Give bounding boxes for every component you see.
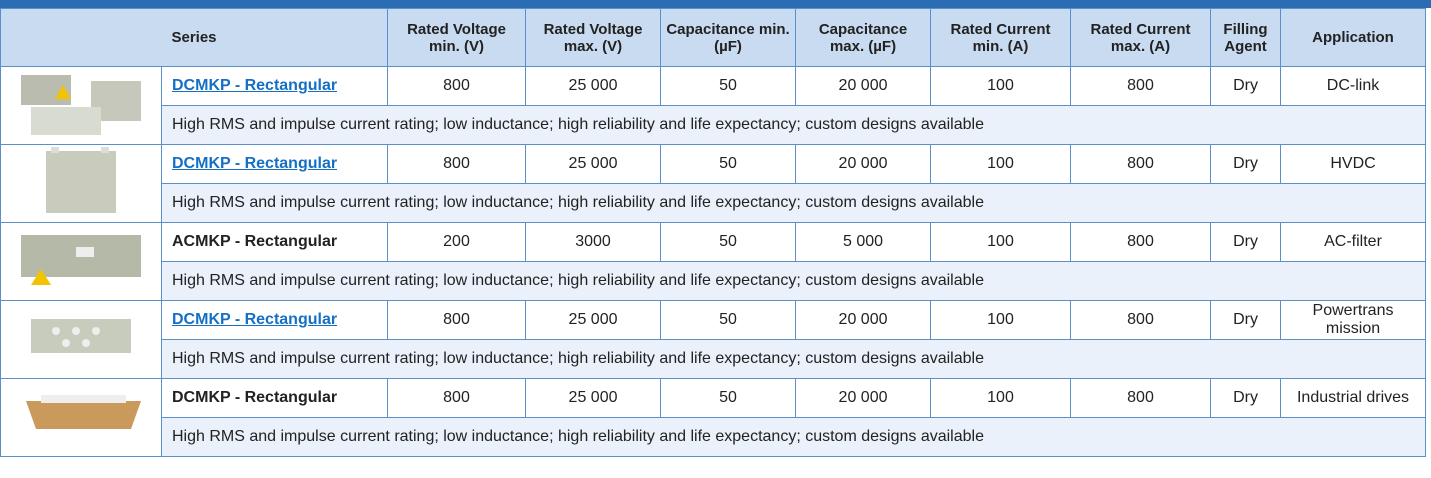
data-cell: 50 <box>661 379 796 418</box>
page: SeriesRated Voltage min. (V)Rated Voltag… <box>0 0 1431 478</box>
data-cell: 20 000 <box>796 379 931 418</box>
column-header: Rated Current min. (A) <box>931 9 1071 67</box>
data-cell: 800 <box>388 67 526 106</box>
data-cell: 25 000 <box>526 379 661 418</box>
data-cell: 100 <box>931 301 1071 340</box>
series-cell: DCMKP - Rectangular <box>162 67 388 106</box>
data-cell: 200 <box>388 223 526 262</box>
data-cell: 800 <box>1071 145 1211 184</box>
data-cell: 5 000 <box>796 223 931 262</box>
top-bar <box>0 0 1431 8</box>
product-image <box>1 145 162 223</box>
data-cell: 800 <box>1071 67 1211 106</box>
data-cell: 800 <box>388 379 526 418</box>
data-cell: Industrial drives <box>1281 379 1426 418</box>
description: High RMS and impulse current rating; low… <box>162 106 1426 145</box>
data-cell: Dry <box>1211 301 1281 340</box>
column-header: Rated Current max. (A) <box>1071 9 1211 67</box>
series-link[interactable]: DCMKP - Rectangular <box>172 155 337 172</box>
data-cell: 50 <box>661 145 796 184</box>
data-cell: 100 <box>931 145 1071 184</box>
data-cell: 25 000 <box>526 67 661 106</box>
series-cell: ACMKP - Rectangular <box>162 223 388 262</box>
data-cell: DC-link <box>1281 67 1426 106</box>
data-cell: 800 <box>1071 223 1211 262</box>
product-image <box>1 67 162 145</box>
data-cell: Dry <box>1211 145 1281 184</box>
product-photo <box>1 301 161 373</box>
data-cell: 800 <box>1071 301 1211 340</box>
description: High RMS and impulse current rating; low… <box>162 184 1426 223</box>
data-cell: AC-filter <box>1281 223 1426 262</box>
column-header: Rated Voltage min. (V) <box>388 9 526 67</box>
data-cell: 800 <box>1071 379 1211 418</box>
data-cell: 25 000 <box>526 145 661 184</box>
series-link[interactable]: DCMKP - Rectangular <box>172 77 337 94</box>
data-cell: 20 000 <box>796 301 931 340</box>
data-cell: 3000 <box>526 223 661 262</box>
description: High RMS and impulse current rating; low… <box>162 340 1426 379</box>
data-cell: 800 <box>388 145 526 184</box>
description: High RMS and impulse current rating; low… <box>162 262 1426 301</box>
data-cell: Dry <box>1211 379 1281 418</box>
data-cell: 800 <box>388 301 526 340</box>
series-link[interactable]: DCMKP - Rectangular <box>172 311 337 328</box>
series-cell: DCMKP - Rectangular <box>162 145 388 184</box>
description-row: High RMS and impulse current rating; low… <box>1 184 1426 223</box>
data-cell: HVDC <box>1281 145 1426 184</box>
column-header: Rated Voltage max. (V) <box>526 9 661 67</box>
description-row: High RMS and impulse current rating; low… <box>1 106 1426 145</box>
description-row: High RMS and impulse current rating; low… <box>1 340 1426 379</box>
series-cell: DCMKP - Rectangular <box>162 379 388 418</box>
product-photo <box>1 145 161 217</box>
column-header: Application <box>1281 9 1426 67</box>
series-cell: DCMKP - Rectangular <box>162 301 388 340</box>
data-cell: 50 <box>661 301 796 340</box>
product-photo <box>1 67 161 139</box>
description: High RMS and impulse current rating; low… <box>162 418 1426 457</box>
column-header: Capacitance max. (µF) <box>796 9 931 67</box>
data-cell: 100 <box>931 379 1071 418</box>
description-row: High RMS and impulse current rating; low… <box>1 418 1426 457</box>
data-cell: 20 000 <box>796 145 931 184</box>
data-cell: 50 <box>661 67 796 106</box>
data-cell: 20 000 <box>796 67 931 106</box>
data-cell: 50 <box>661 223 796 262</box>
product-image <box>1 223 162 301</box>
description-row: High RMS and impulse current rating; low… <box>1 262 1426 301</box>
data-cell: Dry <box>1211 223 1281 262</box>
product-photo <box>1 379 161 451</box>
product-image <box>1 379 162 457</box>
data-cell: 100 <box>931 223 1071 262</box>
product-image <box>1 301 162 379</box>
data-cell: 25 000 <box>526 301 661 340</box>
data-cell: 100 <box>931 67 1071 106</box>
data-cell: Powertrans mission <box>1281 301 1426 340</box>
column-header: Filling Agent <box>1211 9 1281 67</box>
data-cell: Dry <box>1211 67 1281 106</box>
column-header: Capacitance min. (µF) <box>661 9 796 67</box>
column-header: Series <box>1 9 388 67</box>
product-photo <box>1 223 161 295</box>
